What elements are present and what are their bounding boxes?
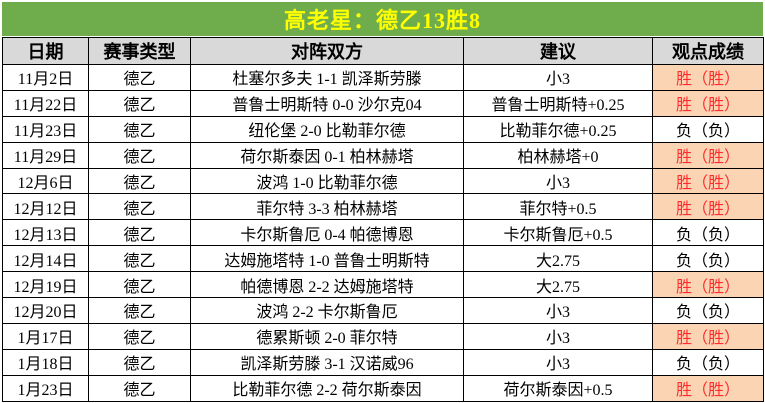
cell-league: 德乙 [88,89,191,117]
table-row: 11月22日 德乙 普鲁士明斯特 0-0 沙尔克04 普鲁士明斯特+0.25 胜（胜） [2,89,764,117]
table-row: 11月29日 德乙 荷尔斯泰因 0-1 柏林赫塔 柏林赫塔+0 胜（胜） [2,141,764,169]
cell-match: 卡尔斯鲁厄 0-4 帕德博恩 [190,219,464,247]
table-row: 1月17日 德乙 德累斯顿 2-0 菲尔特 小3 胜（胜） [2,322,764,350]
cell-match: 比勒菲尔德 2-2 荷尔斯泰因 [190,374,464,402]
cell-match: 凯泽斯劳滕 3-1 汉诺威96 [190,348,464,376]
cell-date: 1月18日 [2,348,89,376]
cell-date: 12月20日 [2,297,89,324]
cell-league: 德乙 [88,245,191,273]
header-row: 日期 赛事类型 对阵双方 建议 观点成绩 [2,37,764,65]
cell-result: 负（负） [652,297,764,324]
cell-date: 12月13日 [2,219,89,247]
cell-advice: 小3 [463,348,653,376]
cell-result: 负（负） [652,115,764,143]
cell-date: 12月12日 [2,193,89,221]
cell-result: 胜（胜） [652,89,764,117]
cell-date: 11月23日 [2,115,89,143]
cell-league: 德乙 [88,115,191,143]
cell-league: 德乙 [88,141,191,169]
cell-league: 德乙 [88,219,191,247]
cell-result: 负（负） [652,219,764,247]
cell-league: 德乙 [88,297,191,324]
cell-advice: 大2.75 [463,245,653,273]
cell-advice: 荷尔斯泰因+0.5 [463,374,653,402]
cell-date: 11月22日 [2,89,89,117]
cell-result: 胜（胜） [652,271,764,299]
cell-advice: 柏林赫塔+0 [463,141,653,169]
table-row: 11月2日 德乙 杜塞尔多夫 1-1 凯泽斯劳滕 小3 胜（胜） [2,64,764,91]
column-header-result: 观点成绩 [652,37,764,65]
cell-league: 德乙 [88,167,191,195]
cell-match: 荷尔斯泰因 0-1 柏林赫塔 [190,141,464,169]
cell-date: 1月23日 [2,374,89,402]
table-body: 11月2日 德乙 杜塞尔多夫 1-1 凯泽斯劳滕 小3 胜（胜） 11月22日 德乙 普鲁士明… [2,64,764,402]
cell-result: 胜（胜） [652,141,764,169]
cell-result: 胜（胜） [652,64,764,91]
cell-match: 达姆施塔特 1-0 普鲁士明斯特 [190,245,464,273]
cell-date: 12月19日 [2,271,89,299]
results-table: 日期 赛事类型 对阵双方 建议 观点成绩 11月2日 德乙 杜塞尔多夫 1-1 凯泽斯劳滕小… [2,37,764,402]
table-row: 12月19日 德乙 帕德博恩 2-2 达姆施塔特 大2.75 胜（胜） [2,271,764,299]
column-header-league: 赛事类型 [88,37,191,65]
table-row: 11月23日 德乙 纽伦堡 2-0 比勒菲尔德 比勒菲尔德+0.25 负（负） [2,115,764,143]
cell-result: 胜（胜） [652,322,764,350]
cell-league: 德乙 [88,271,191,299]
column-header-advice: 建议 [463,37,653,65]
cell-advice: 普鲁士明斯特+0.25 [463,89,653,117]
cell-date: 12月14日 [2,245,89,273]
cell-league: 德乙 [88,374,191,402]
page-title: 高老星：德乙13胜8 [283,8,481,33]
cell-advice: 小3 [463,64,653,91]
cell-advice: 卡尔斯鲁厄+0.5 [463,219,653,247]
title-bar: 高老星：德乙13胜8 [2,2,763,36]
cell-match: 杜塞尔多夫 1-1 凯泽斯劳滕 [190,64,464,91]
cell-date: 11月2日 [2,64,89,91]
table-row: 12月6日 德乙 波鸿 1-0 比勒菲尔德 小3 胜（胜） [2,167,764,195]
table-row: 12月14日 德乙 达姆施塔特 1-0 普鲁士明斯特 大2.75 负（负） [2,245,764,273]
cell-result: 胜（胜） [652,193,764,221]
column-header-match: 对阵双方 [190,37,464,65]
cell-result: 胜（胜） [652,374,764,402]
cell-advice: 大2.75 [463,271,653,299]
table-row: 12月13日 德乙 卡尔斯鲁厄 0-4 帕德博恩 卡尔斯鲁厄+0.5 负（负） [2,219,764,247]
cell-advice: 小3 [463,167,653,195]
cell-league: 德乙 [88,348,191,376]
cell-match: 帕德博恩 2-2 达姆施塔特 [190,271,464,299]
cell-match: 波鸿 1-0 比勒菲尔德 [190,167,464,195]
cell-result: 胜（胜） [652,167,764,195]
cell-match: 德累斯顿 2-0 菲尔特 [190,322,464,350]
cell-advice: 小3 [463,297,653,324]
table-row: 12月20日 德乙 波鸿 2-2 卡尔斯鲁厄 小3 负（负） [2,297,764,324]
cell-date: 1月17日 [2,322,89,350]
column-header-date: 日期 [2,37,89,65]
cell-match: 菲尔特 3-3 柏林赫塔 [190,193,464,221]
cell-match: 纽伦堡 2-0 比勒菲尔德 [190,115,464,143]
cell-result: 负（负） [652,245,764,273]
table-row: 12月12日 德乙 菲尔特 3-3 柏林赫塔 菲尔特+0.5 胜（胜） [2,193,764,221]
cell-match: 波鸿 2-2 卡尔斯鲁厄 [190,297,464,324]
cell-advice: 菲尔特+0.5 [463,193,653,221]
cell-advice: 比勒菲尔德+0.25 [463,115,653,143]
cell-date: 11月29日 [2,141,89,169]
cell-league: 德乙 [88,193,191,221]
table-row: 1月18日 德乙 凯泽斯劳滕 3-1 汉诺威96 小3 负（负） [2,348,764,376]
cell-advice: 小3 [463,322,653,350]
cell-league: 德乙 [88,64,191,91]
table-row: 1月23日 德乙 比勒菲尔德 2-2 荷尔斯泰因 荷尔斯泰因+0.5 胜（胜） [2,374,764,402]
cell-league: 德乙 [88,322,191,350]
cell-date: 12月6日 [2,167,89,195]
cell-match: 普鲁士明斯特 0-0 沙尔克04 [190,89,464,117]
cell-result: 负（负） [652,348,764,376]
